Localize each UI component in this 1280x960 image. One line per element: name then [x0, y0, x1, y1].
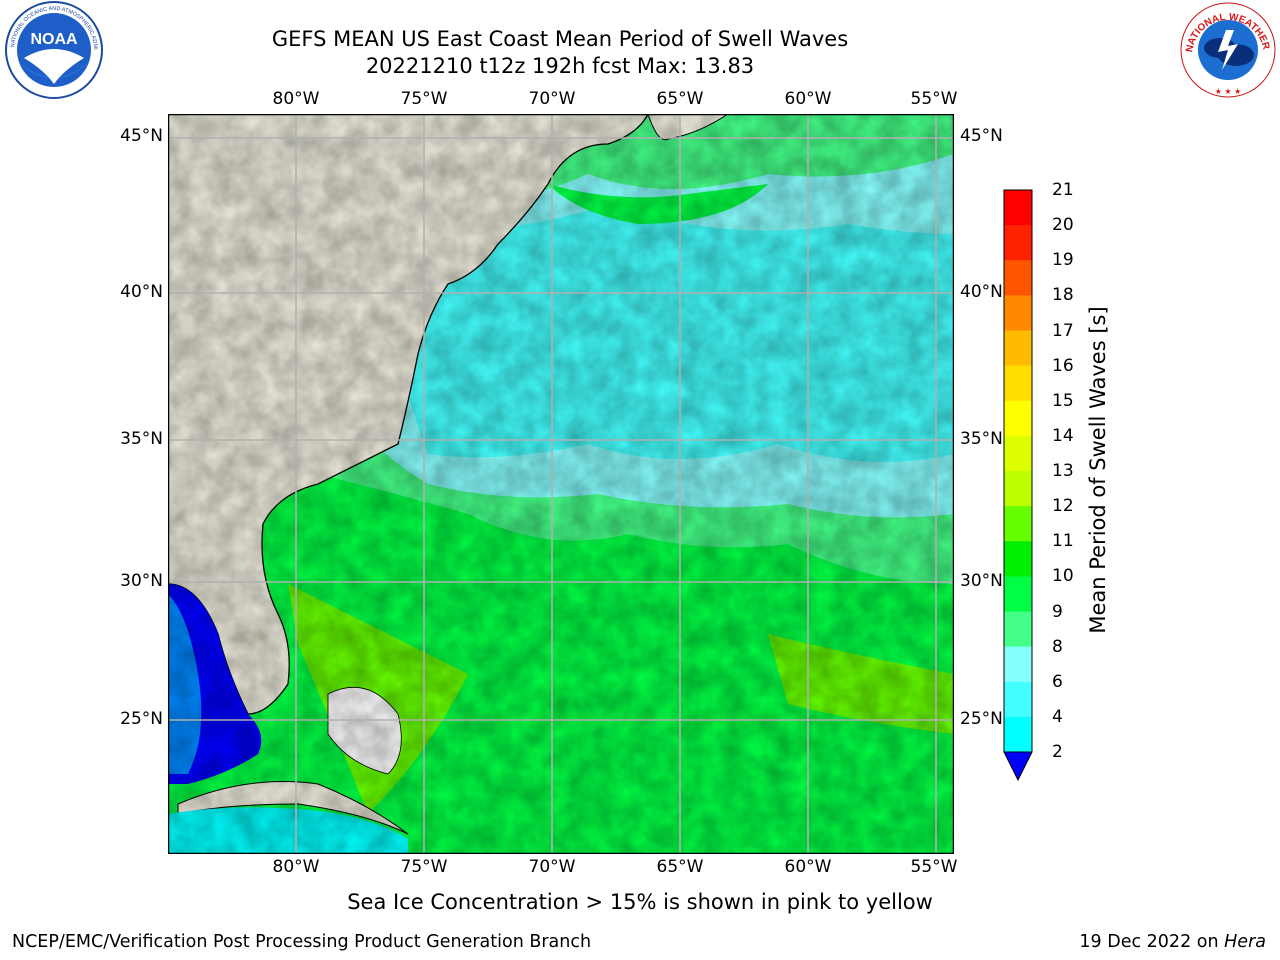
lon-tick-top: 70°W [528, 89, 576, 109]
lat-tick-right: 45°N [960, 126, 1003, 146]
colorbar-tick-label: 13 [1052, 461, 1074, 481]
colorbar-tick-label: 21 [1052, 180, 1074, 200]
colorbar-segment [1004, 471, 1032, 507]
colorbar-segment [1004, 295, 1032, 331]
lon-tick-bottom: 55°W [910, 857, 958, 877]
colorbar-tick-label: 9 [1052, 601, 1063, 622]
colorbar-tick-label: 17 [1052, 320, 1074, 341]
lon-tick-top: 55°W [910, 89, 958, 109]
lon-tick-top: 75°W [400, 89, 448, 109]
colorbar-frame [1003, 189, 1033, 753]
colorbar-tick-label: 20 [1052, 215, 1074, 236]
colorbar-segment [1004, 400, 1032, 437]
colorbar-segment [1004, 646, 1032, 683]
colorbar-segment [1004, 190, 1032, 226]
noaa-logo-text: NOAA [30, 31, 78, 48]
lon-tick-bottom: 80°W [272, 857, 320, 877]
colorbar-tick-label: 10 [1052, 566, 1074, 587]
footer-credit: NCEP/EMC/Verification Post Processing Pr… [12, 932, 592, 952]
colorbar-segment [1004, 260, 1032, 296]
colorbar-segment [1004, 435, 1032, 472]
colorbar-segment [1004, 330, 1032, 367]
colorbar-tick-label: 19 [1052, 250, 1074, 271]
colorbar-tick-label: 15 [1052, 390, 1074, 411]
colorbar-segment [1004, 541, 1032, 577]
lon-tick-bottom: 75°W [400, 857, 448, 877]
lon-tick-bottom: 65°W [656, 857, 704, 877]
lat-tick-right: 40°N [960, 282, 1003, 302]
lon-tick-top: 80°W [272, 89, 320, 109]
noaa-logo: NOAA NATIONAL OCEANIC AND ATMOSPHERIC AD… [4, 0, 103, 99]
colorbar-segment [1004, 681, 1032, 718]
sea-ice-caption: Sea Ice Concentration > 15% is shown in … [347, 890, 933, 914]
colorbar-tick-label: 4 [1052, 706, 1063, 727]
lon-tick-top: 65°W [656, 89, 704, 109]
colorbar-tick-label: 14 [1052, 425, 1074, 446]
lon-tick-top: 60°W [784, 89, 832, 109]
colorbar-label: Mean Period of Swell Waves [s] [1086, 306, 1110, 634]
colorbar-segment [1004, 506, 1032, 542]
graticule [168, 114, 954, 854]
colorbar-tick-label: 11 [1052, 531, 1074, 552]
map-subtitle: 20221210 t12z 192h fcst Max: 13.83 [365, 54, 755, 78]
nws-logo: NATIONAL WEATHER SERVICE ★ ★ ★ [1178, 0, 1276, 98]
colorbar [1003, 189, 1033, 782]
lat-tick-right: 35°N [960, 429, 1003, 449]
colorbar-segment [1004, 576, 1032, 612]
lon-tick-bottom: 70°W [528, 857, 576, 877]
lat-tick-right: 25°N [960, 709, 1003, 729]
colorbar-tick-label: 8 [1052, 636, 1063, 657]
colorbar-tick-label: 18 [1052, 285, 1074, 306]
colorbar-tick-label: 6 [1052, 671, 1063, 692]
footer-date-text: 19 Dec 2022 on [1079, 932, 1219, 952]
lat-tick-left: 40°N [120, 282, 163, 302]
colorbar-segment [1004, 611, 1032, 648]
colorbar-segment [1004, 716, 1032, 753]
footer-host: Hera [1224, 932, 1266, 952]
lat-tick-left: 45°N [120, 126, 163, 146]
lat-tick-left: 35°N [120, 429, 163, 449]
colorbar-segment [1004, 365, 1032, 402]
svg-text:★ ★ ★: ★ ★ ★ [1215, 87, 1242, 96]
footer-date: 19 Dec 2022 on Hera [1079, 932, 1266, 952]
lat-tick-left: 30°N [120, 571, 163, 591]
map-title: GEFS MEAN US East Coast Mean Period of S… [271, 27, 849, 51]
colorbar-tick-label: 2 [1052, 742, 1063, 762]
swell-period-map [168, 114, 954, 854]
colorbar-segment [1004, 225, 1032, 261]
lat-tick-left: 25°N [120, 709, 163, 729]
colorbar-extend-triangle [1003, 751, 1033, 782]
lon-tick-bottom: 60°W [784, 857, 832, 877]
colorbar-tick-label: 16 [1052, 355, 1074, 376]
lat-tick-right: 30°N [960, 571, 1003, 591]
colorbar-tick-label: 12 [1052, 496, 1074, 517]
